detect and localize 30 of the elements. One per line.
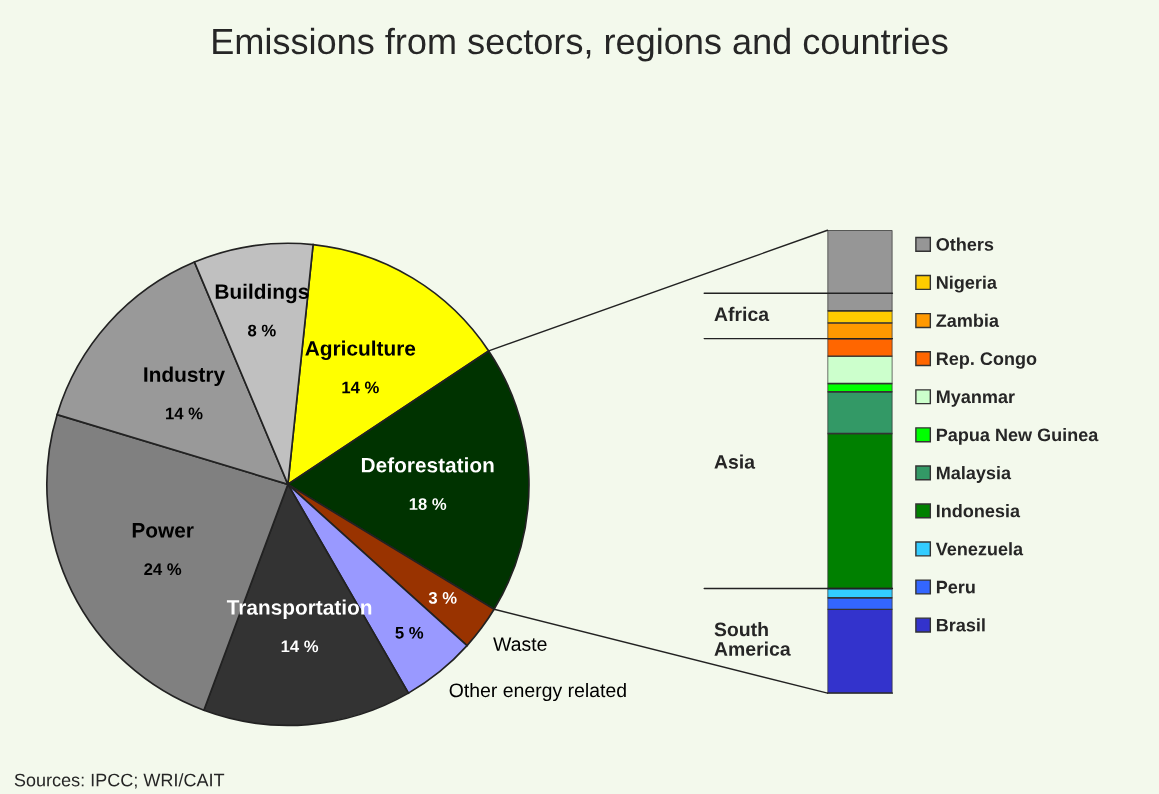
source-note: Sources: IPCC; WRI/CAIT	[14, 773, 225, 789]
legend-label: Peru	[936, 580, 975, 594]
slice-label: Power	[132, 523, 194, 538]
legend-label: Brasil	[936, 618, 985, 632]
legend-label: Others	[936, 237, 994, 251]
data-label: 3 %	[428, 592, 457, 604]
data-label: 8 %	[248, 324, 276, 337]
data-label: 5 %	[395, 626, 424, 639]
slice-label: Industry	[144, 366, 225, 387]
data-label: 24 %	[144, 563, 182, 576]
data-label: 14 %	[166, 407, 203, 420]
legend-label: Zambia	[936, 313, 1000, 328]
slice-label: Deforestation	[361, 457, 494, 473]
text: South America	[714, 622, 791, 656]
legend-label: Malaysia	[936, 466, 1012, 483]
slice-label: Other energy related	[449, 682, 626, 702]
data-label: 14 %	[281, 640, 319, 653]
text: Africa	[714, 306, 770, 322]
legend-label: Nigeria	[936, 275, 998, 293]
legend-label: Papua New Guinea	[936, 428, 1099, 445]
chart-title: Emissions from sectors, regions and countries	[213, 27, 948, 62]
text: Asia	[714, 454, 756, 469]
data-label: 14 %	[342, 381, 379, 394]
slice-label: Agriculture	[305, 340, 416, 361]
legend-label: Venezuela	[935, 542, 1024, 556]
legend-label: Indonesia	[936, 504, 1021, 518]
data-label: 18 %	[409, 498, 447, 510]
legend-label: Myanmar	[936, 390, 1015, 407]
slice-label: Waste	[493, 637, 547, 651]
legend-label: Rep. Congo	[936, 352, 1037, 369]
